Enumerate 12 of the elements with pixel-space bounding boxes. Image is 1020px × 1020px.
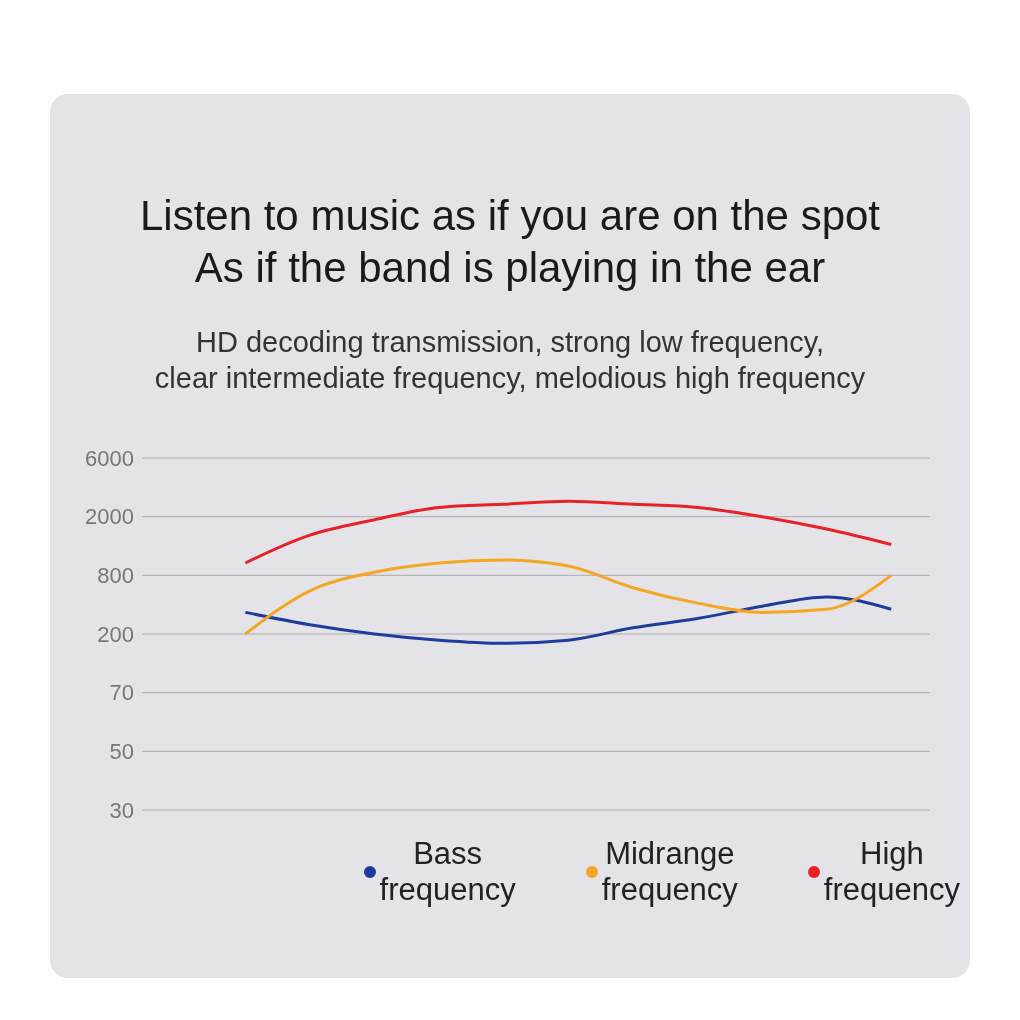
legend-label: Midrange frequency [601,836,738,908]
text: 2000 [85,504,134,530]
text: 6000 [85,445,134,471]
text: 50 [109,739,134,765]
text: 70 [109,680,134,706]
legend-label: High frequency [823,836,960,908]
legend-label: Bass frequency [379,836,516,908]
text: 30 [109,797,134,823]
chart-subtitle: HD decoding transmission, strong low frequency, clear intermediate frequency, melodious high frequency [153,325,867,396]
chart-title: Listen to music as if you are on the spot As if the band is playing in the ear [138,191,882,293]
text: 200 [97,621,134,647]
text: 800 [97,563,134,589]
